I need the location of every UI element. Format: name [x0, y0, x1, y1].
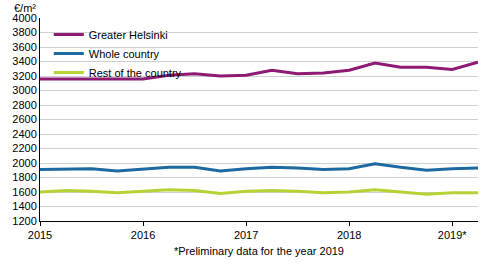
- svg-text:2200: 2200: [12, 142, 36, 154]
- svg-text:2016: 2016: [131, 229, 155, 241]
- svg-text:1800: 1800: [12, 171, 36, 183]
- svg-text:3400: 3400: [12, 55, 36, 67]
- svg-text:Rest of the country: Rest of the country: [89, 67, 182, 79]
- svg-text:2000: 2000: [12, 157, 36, 169]
- svg-text:3600: 3600: [12, 41, 36, 53]
- svg-text:2600: 2600: [12, 113, 36, 125]
- svg-text:2019*: 2019*: [438, 229, 467, 241]
- svg-text:*Preliminary data for the year: *Preliminary data for the year 2019: [174, 245, 344, 257]
- svg-text:€/m²: €/m²: [14, 2, 36, 14]
- svg-text:1200: 1200: [12, 215, 36, 227]
- svg-text:1400: 1400: [12, 200, 36, 212]
- svg-text:2018: 2018: [337, 229, 361, 241]
- svg-text:3800: 3800: [12, 26, 36, 38]
- svg-text:3200: 3200: [12, 70, 36, 82]
- svg-text:2800: 2800: [12, 99, 36, 111]
- svg-text:2015: 2015: [28, 229, 52, 241]
- svg-text:Whole country: Whole country: [89, 48, 160, 60]
- svg-text:4000: 4000: [12, 12, 36, 24]
- svg-text:2400: 2400: [12, 128, 36, 140]
- svg-text:Greater Helsinki: Greater Helsinki: [89, 29, 168, 41]
- svg-text:2017: 2017: [234, 229, 258, 241]
- svg-text:3000: 3000: [12, 84, 36, 96]
- svg-text:1600: 1600: [12, 186, 36, 198]
